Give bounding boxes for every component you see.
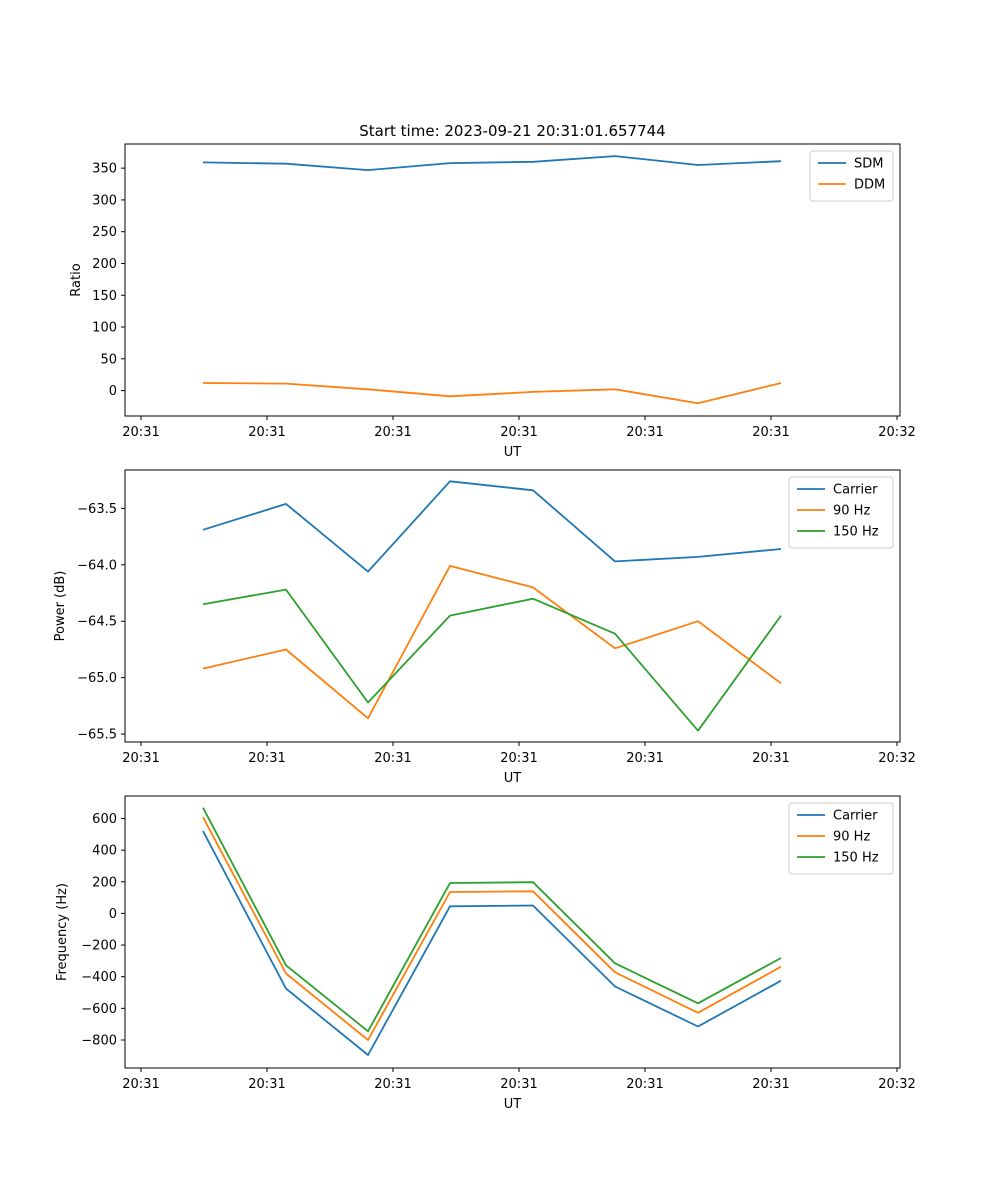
x-tick-label: 20:31 — [752, 425, 789, 440]
x-tick-label: 20:31 — [500, 425, 537, 440]
x-tick-label: 20:32 — [878, 751, 915, 766]
y-tick-label: −400 — [81, 970, 117, 985]
y-tick-label: −65.5 — [77, 728, 117, 743]
x-tick-label: 20:31 — [248, 751, 285, 766]
x-tick-label: 20:31 — [374, 1077, 411, 1092]
legend: Carrier 90 Hz 150 Hz — [788, 802, 894, 875]
y-tick-label: 350 — [92, 162, 117, 177]
x-axis: 20:31 20:31 20:31 20:31 20:31 20:31 20:32 — [122, 416, 916, 440]
y-tick-label: 300 — [92, 193, 117, 208]
y-axis-label: Frequency (Hz) — [55, 883, 70, 981]
x-tick-label: 20:31 — [248, 425, 285, 440]
series-lines — [202, 807, 782, 1056]
series-line-90-hz — [202, 816, 782, 1041]
x-tick-label: 20:32 — [878, 425, 915, 440]
chart-title: Start time: 2023-09-21 20:31:01.657744 — [359, 122, 665, 140]
y-axis-label: Power (dB) — [53, 571, 68, 642]
series-line-ddm — [202, 382, 782, 405]
y-tick-label: −64.0 — [77, 558, 117, 573]
x-tick-label: 20:31 — [122, 425, 159, 440]
x-tick-label: 20:31 — [374, 425, 411, 440]
y-tick-label: −65.0 — [77, 671, 117, 686]
legend-label: 90 Hz — [833, 504, 870, 519]
series-line-carrier — [202, 830, 782, 1056]
x-tick-label: 20:31 — [626, 1077, 663, 1092]
y-tick-label: −800 — [81, 1033, 117, 1048]
x-tick-label: 20:31 — [752, 751, 789, 766]
series-lines — [202, 155, 782, 405]
y-tick-label: 0 — [109, 384, 117, 399]
plot-frame — [124, 795, 901, 1069]
power-panel: −65.5−65.0−64.5−64.0−63.5 20:31 20:31 20:3… — [53, 469, 916, 786]
y-tick-label: 50 — [100, 352, 117, 367]
series-line-150-hz — [202, 807, 782, 1033]
x-tick-label: 20:31 — [122, 751, 159, 766]
series-line-150-hz — [202, 588, 782, 732]
x-tick-label: 20:31 — [500, 1077, 537, 1092]
x-tick-label: 20:31 — [122, 1077, 159, 1092]
x-tick-label: 20:31 — [374, 751, 411, 766]
legend-label: DDM — [854, 178, 885, 193]
legend-label: 150 Hz — [833, 525, 879, 540]
y-axis-label: Ratio — [69, 263, 84, 296]
x-axis-label: UT — [504, 1097, 522, 1112]
legend-label: Carrier — [833, 809, 878, 824]
y-tick-label: −63.5 — [77, 502, 117, 517]
legend: Carrier 90 Hz 150 Hz — [788, 476, 894, 549]
y-tick-label: −200 — [81, 939, 117, 954]
x-axis-label: UT — [504, 771, 522, 786]
x-axis: 20:31 20:31 20:31 20:31 20:31 20:31 20:32 — [122, 1068, 916, 1092]
y-tick-label: 150 — [92, 289, 117, 304]
y-tick-label: 400 — [92, 844, 117, 859]
series-lines — [202, 480, 782, 732]
x-tick-label: 20:31 — [500, 751, 537, 766]
y-tick-label: −600 — [81, 1002, 117, 1017]
x-tick-label: 20:32 — [878, 1077, 915, 1092]
legend-label: 90 Hz — [833, 830, 870, 845]
y-tick-label: 100 — [92, 321, 117, 336]
legend-label: Carrier — [833, 483, 878, 498]
y-axis: −800 −600 −400 −200 0 200 400 600 — [81, 812, 125, 1048]
legend-label: 150 Hz — [833, 851, 879, 866]
y-axis: 0 50 100 150 200 250 300 350 — [92, 162, 125, 399]
y-tick-label: 250 — [92, 225, 117, 240]
x-tick-label: 20:31 — [626, 751, 663, 766]
x-tick-label: 20:31 — [752, 1077, 789, 1092]
y-tick-label: −64.5 — [77, 615, 117, 630]
y-tick-label: 600 — [92, 812, 117, 827]
x-axis: 20:31 20:31 20:31 20:31 20:31 20:31 20:32 — [122, 742, 916, 766]
y-tick-label: 200 — [92, 257, 117, 272]
ratio-panel: Start time: 2023-09-21 20:31:01.657744 0… — [69, 122, 916, 460]
y-tick-label: 0 — [109, 907, 117, 922]
y-tick-label: 200 — [92, 875, 117, 890]
plot-frame — [124, 469, 901, 743]
plot-frame — [124, 143, 901, 417]
series-line-sdm — [202, 155, 782, 172]
x-tick-label: 20:31 — [248, 1077, 285, 1092]
series-line-carrier — [202, 480, 782, 573]
legend: SDM DDM — [809, 150, 894, 202]
legend-label: SDM — [854, 157, 883, 172]
x-axis-label: UT — [504, 445, 522, 460]
y-axis: −65.5 −65.0 −64.5 −64.0 −63.5 — [77, 502, 125, 743]
series-line-90-hz — [202, 565, 782, 720]
x-tick-label: 20:31 — [626, 425, 663, 440]
